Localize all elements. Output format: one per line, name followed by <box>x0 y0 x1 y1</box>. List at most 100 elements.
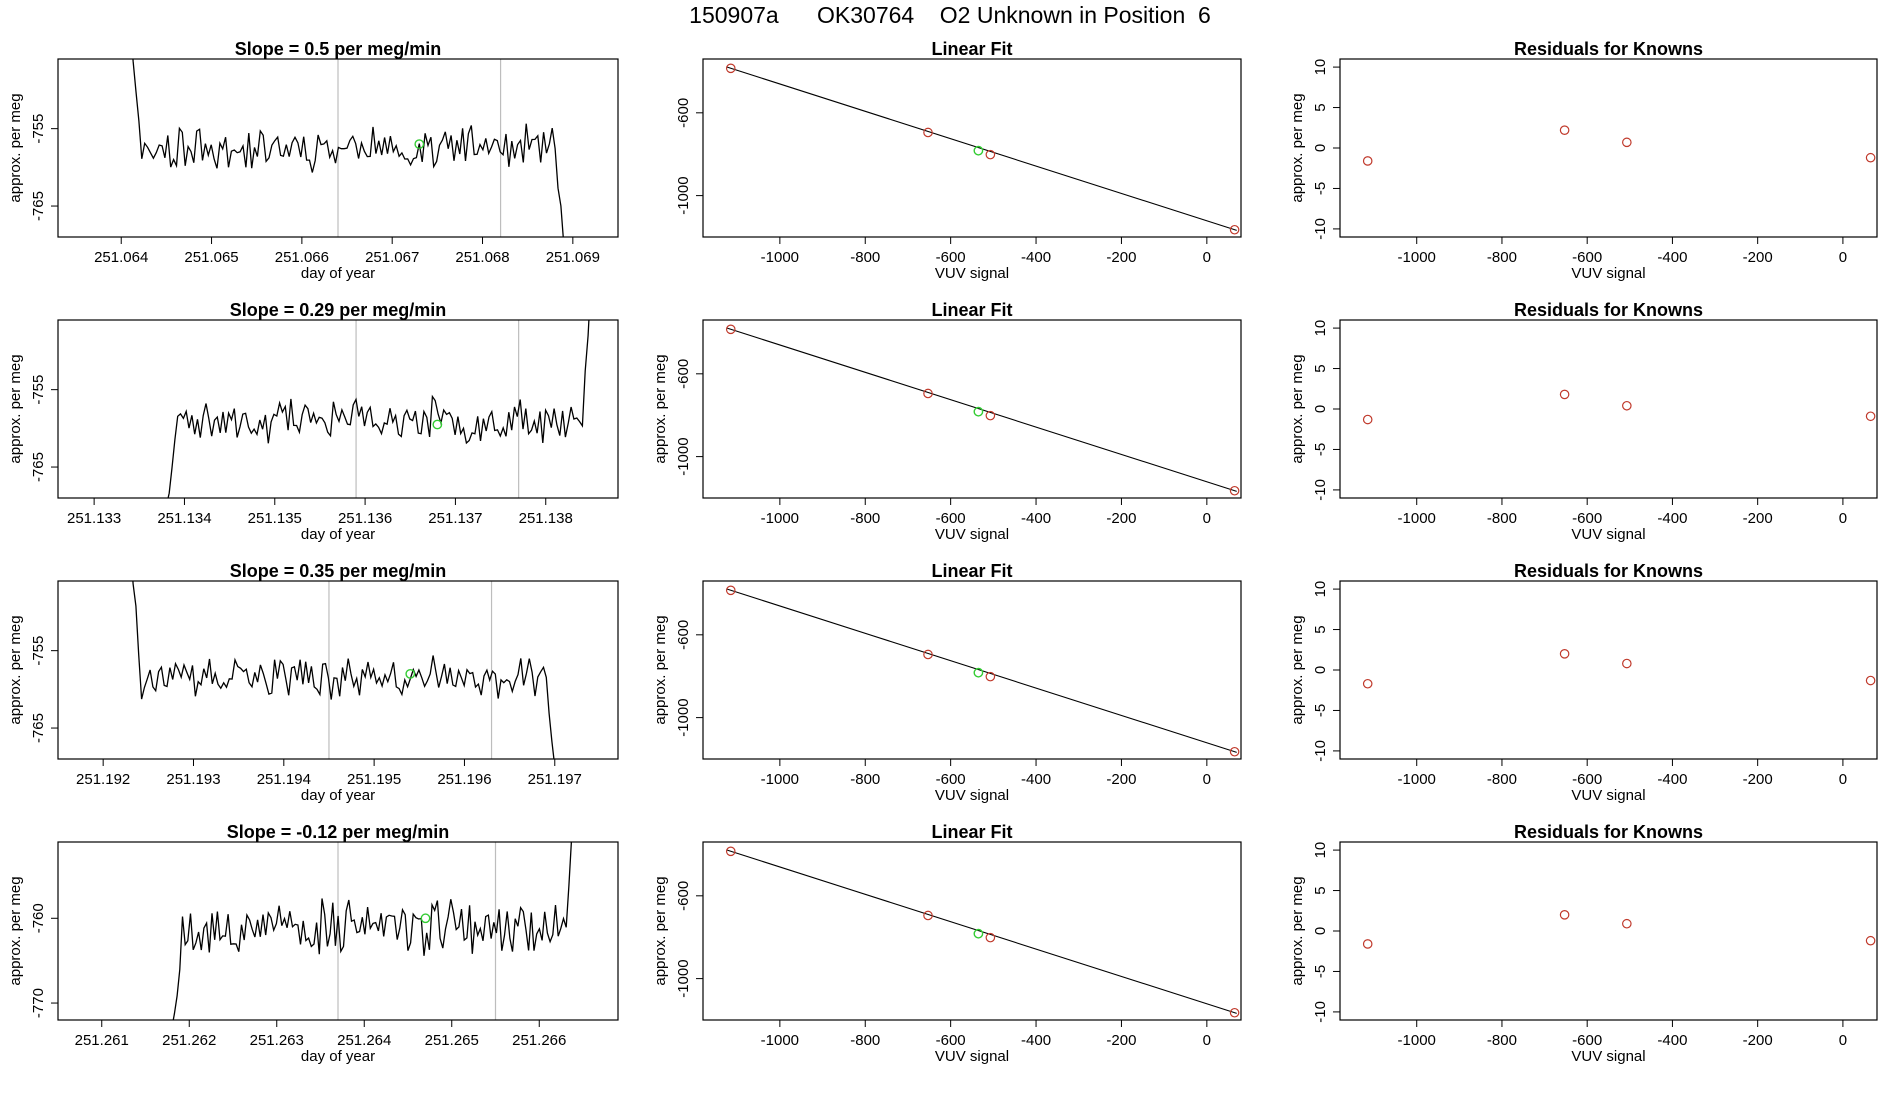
chart-rs1: Residuals for Knowns-1000 -800 -600 -400 -20… <box>1289 39 1878 282</box>
known-point <box>1229 485 1240 496</box>
x-tick-label: -1000 <box>761 249 799 266</box>
x-axis-label: VUV signal <box>935 265 1009 282</box>
x-tick-label: 0 <box>1203 249 1211 266</box>
chart-ts4: Slope = -0.12 per meg/min 251.261 251.262 2… <box>7 822 619 1065</box>
known-point <box>1229 224 1240 235</box>
x-tick-label: 251.134 <box>157 510 211 527</box>
x-tick-label: 0 <box>1203 510 1211 527</box>
x-tick-label: -600 <box>936 1032 966 1049</box>
x-axis-label: VUV signal <box>1571 526 1645 543</box>
known-point <box>1229 746 1240 757</box>
x-tick-label: -200 <box>1106 1032 1136 1049</box>
x-tick-label: -200 <box>1743 249 1773 266</box>
y-tick-label: -600 <box>675 98 692 128</box>
x-tick-label: 251.065 <box>184 249 238 266</box>
known-point <box>923 127 933 138</box>
chart-lf4: Linear Fit -1000 -800 -600 -400 -200 0 VUV sign… <box>652 822 1242 1065</box>
plot-frame <box>1339 58 1878 238</box>
x-tick-label: -400 <box>1657 1032 1687 1049</box>
x-tick-label: -400 <box>1657 771 1687 788</box>
series-line <box>132 59 564 237</box>
x-tick-label: -600 <box>936 249 966 266</box>
known-point <box>923 910 933 921</box>
known-point <box>725 585 736 596</box>
known-point <box>985 932 996 943</box>
y-tick-label: -5 <box>1312 443 1329 456</box>
y-tick-label: -1000 <box>675 437 692 475</box>
y-axis-label: approx. per meg <box>1289 876 1306 985</box>
y-tick-label: 5 <box>1312 886 1329 894</box>
x-tick-label: -1000 <box>761 771 799 788</box>
x-axis-label: VUV signal <box>935 1048 1009 1065</box>
x-axis-label: VUV signal <box>935 526 1009 543</box>
known-point <box>923 388 933 399</box>
x-tick-label: -800 <box>1487 1032 1517 1049</box>
y-axis-label: approx. per meg <box>652 876 669 985</box>
known-point <box>725 63 736 74</box>
known-point <box>985 410 996 421</box>
unknown-point <box>414 139 425 150</box>
y-tick-label: -5 <box>1312 704 1329 717</box>
panel-title: Slope = 0.5 per meg/min <box>235 39 442 59</box>
y-axis-label: approx. per meg <box>1289 615 1306 724</box>
panel-title: Residuals for Knowns <box>1514 561 1703 581</box>
known-point <box>1559 389 1570 400</box>
y-tick-label: -765 <box>30 452 47 482</box>
y-tick-label: -600 <box>675 359 692 389</box>
known-point <box>1622 918 1632 929</box>
x-tick-label: 251.196 <box>437 771 491 788</box>
x-tick-label: -800 <box>1487 249 1517 266</box>
x-tick-label: 251.067 <box>365 249 419 266</box>
chart-rs3: Residuals for Knowns-1000 -800 -600 -400 -20… <box>1289 561 1878 804</box>
x-tick-label: -600 <box>1572 771 1602 788</box>
y-tick-label: -765 <box>30 191 47 221</box>
x-tick-label: -800 <box>850 510 880 527</box>
y-tick-label: 10 <box>1312 842 1329 859</box>
y-axis-label: approx. per meg <box>7 615 24 724</box>
x-axis-label: day of year <box>301 1048 375 1065</box>
y-tick-label: 5 <box>1312 625 1329 633</box>
chart-ts3: Slope = 0.35 per meg/min 251.192 251.193 25… <box>7 561 619 804</box>
x-tick-label: 0 <box>1839 510 1847 527</box>
x-tick-label: -200 <box>1743 510 1773 527</box>
unknown-point <box>973 406 984 417</box>
y-tick-label: -5 <box>1312 965 1329 978</box>
y-tick-label: -760 <box>30 903 47 933</box>
x-tick-label: -800 <box>850 249 880 266</box>
x-tick-label: 251.192 <box>76 771 130 788</box>
y-tick-label: -755 <box>30 636 47 666</box>
x-tick-label: -600 <box>1572 1032 1602 1049</box>
known-point <box>985 149 996 160</box>
plot-frame <box>1339 841 1878 1021</box>
y-tick-label: 0 <box>1312 927 1329 935</box>
known-point <box>1229 1007 1240 1018</box>
x-tick-label: -1000 <box>1398 249 1436 266</box>
known-point <box>1865 935 1876 946</box>
known-point <box>1622 137 1632 148</box>
x-tick-label: 0 <box>1839 1032 1847 1049</box>
panel-title: Linear Fit <box>931 39 1012 59</box>
known-point <box>1622 400 1632 411</box>
y-tick-label: -5 <box>1312 182 1329 195</box>
chart-lf2: Linear Fit -1000 -800 -600 -400 -200 0 VUV sign… <box>652 300 1242 543</box>
x-tick-label: 251.135 <box>248 510 302 527</box>
y-tick-label: -10 <box>1312 740 1329 762</box>
x-tick-label: -800 <box>1487 771 1517 788</box>
y-tick-label: 0 <box>1312 405 1329 413</box>
known-point <box>1865 675 1876 686</box>
plot-frame <box>1339 580 1878 760</box>
y-tick-label: 5 <box>1312 364 1329 372</box>
panel-title: Residuals for Knowns <box>1514 300 1703 320</box>
y-tick-label: -1000 <box>675 176 692 214</box>
known-point <box>1865 152 1876 163</box>
x-tick-label: 251.266 <box>512 1032 566 1049</box>
chart-ts2: Slope = 0.29 per meg/min 251.133 251.134 25… <box>7 300 619 543</box>
y-axis-label: approx. per meg <box>7 93 24 202</box>
x-tick-label: -800 <box>850 771 880 788</box>
x-axis-label: day of year <box>301 265 375 282</box>
y-axis-label: approx. per meg <box>652 354 669 463</box>
y-axis-label: approx. per meg <box>7 354 24 463</box>
y-tick-label: -755 <box>30 114 47 144</box>
known-point <box>1362 939 1373 949</box>
